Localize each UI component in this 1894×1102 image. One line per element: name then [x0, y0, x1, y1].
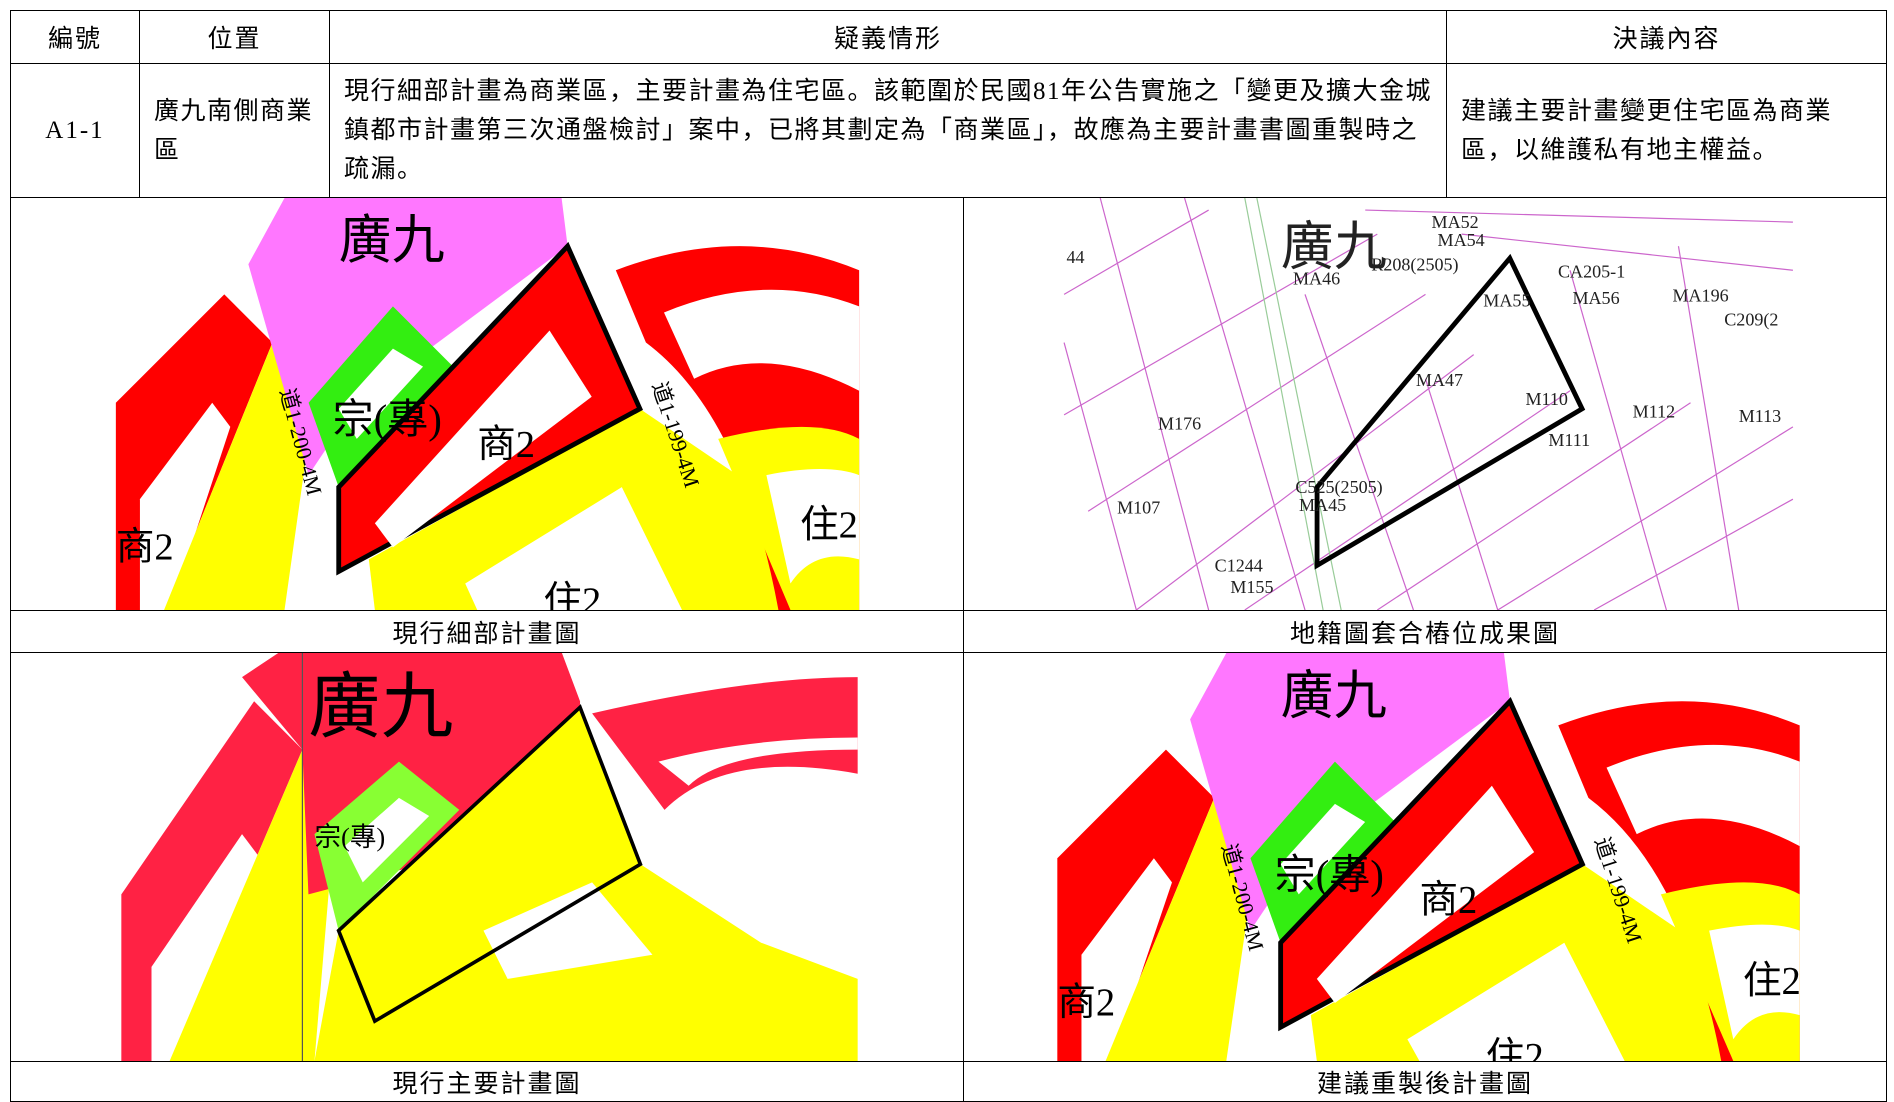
caption: 地籍圖套合樁位成果圖 — [963, 610, 1887, 653]
map-label: MA56 — [1572, 288, 1619, 308]
map-label: MA45 — [1299, 495, 1346, 515]
map-label: 住2 — [544, 580, 602, 610]
header-cell: 決議內容 — [1446, 10, 1887, 64]
proposed-plan-map: 廣九 宗(專) 商2 商2 住2 住2 道1-200-4M 道1-199-4M — [1057, 653, 1800, 1061]
cadastral-map: 廣九 MA52 MA54 R208(2505) CA205-1 MA46 MA5… — [1063, 198, 1794, 610]
map-label: MA54 — [1438, 230, 1485, 250]
header-cell: 位置 — [139, 10, 330, 64]
map-label: 宗(專) — [314, 822, 385, 852]
figure-cell — [963, 652, 1887, 1102]
map-label: C209(2 — [1724, 310, 1778, 331]
map-label: 商2 — [116, 525, 174, 568]
map-label: 商2 — [1057, 981, 1115, 1024]
map-label: 廣九 — [339, 212, 445, 270]
map-label: M112 — [1633, 401, 1675, 421]
map-label: MA46 — [1293, 269, 1340, 289]
map-label: R208(2505) — [1371, 254, 1458, 275]
map-label: MA52 — [1432, 212, 1479, 232]
map-label: 宗(專) — [1275, 851, 1384, 897]
cell: A1-1 — [10, 63, 140, 198]
map-label: 廣九 — [308, 666, 453, 747]
figure-cell — [963, 197, 1887, 653]
map-label: MA55 — [1483, 290, 1530, 310]
map-label: 44 — [1066, 247, 1084, 267]
caption: 建議重製後計畫圖 — [963, 1061, 1887, 1102]
detail-plan-map: 廣九 宗(專) 商2 商2 住2 住2 道1-200-4M 道1-199-4M — [115, 198, 860, 610]
map-label: 住2 — [1486, 1035, 1544, 1061]
map-label: M176 — [1158, 413, 1201, 433]
map-label: M113 — [1739, 406, 1781, 426]
map-label: 住2 — [800, 504, 858, 547]
map-label: CA205-1 — [1558, 262, 1625, 282]
cell: 廣九南側商業區 — [139, 63, 330, 198]
cell: 建議主要計畫變更住宅區為商業區，以維護私有地主權益。 — [1446, 63, 1887, 198]
map-label: C525(2505) — [1295, 477, 1382, 498]
map-label: C1244 — [1215, 555, 1263, 575]
cell: 現行細部計畫為商業區，主要計畫為住宅區。該範圍於民國81年公告實施之「變更及擴大… — [329, 63, 1447, 198]
map-label: 商2 — [477, 423, 535, 466]
caption: 現行主要計畫圖 — [10, 1061, 964, 1102]
map-label: 宗(專) — [333, 397, 442, 442]
map-label: M111 — [1548, 430, 1590, 450]
map-label: MA47 — [1416, 370, 1463, 390]
map-label: M107 — [1117, 498, 1160, 518]
master-plan-map: 廣九 宗(專) — [121, 653, 858, 1061]
map-label: M110 — [1525, 389, 1567, 409]
map-label: 廣九 — [1281, 667, 1387, 725]
map-label: 住2 — [1743, 959, 1800, 1002]
header-cell: 編號 — [10, 10, 140, 64]
map-label: MA196 — [1672, 286, 1728, 306]
caption: 現行細部計畫圖 — [10, 610, 964, 653]
map-label: 廣九 — [1281, 218, 1387, 276]
header-cell: 疑義情形 — [329, 10, 1447, 64]
map-label: M155 — [1230, 577, 1273, 597]
map-label: 商2 — [1419, 879, 1477, 922]
